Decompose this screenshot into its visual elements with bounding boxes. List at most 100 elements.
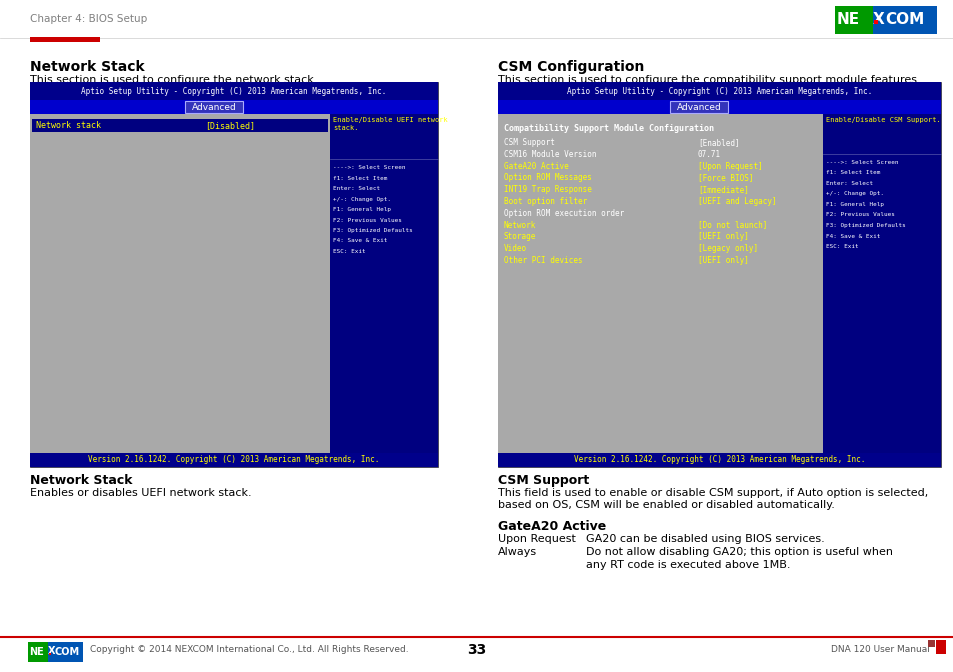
Text: Other PCI devices: Other PCI devices xyxy=(503,256,582,265)
Bar xyxy=(30,82,437,467)
Text: F1: General Help: F1: General Help xyxy=(333,207,391,212)
Text: COM: COM xyxy=(884,13,923,28)
Text: Version 2.16.1242. Copyright (C) 2013 American Megatrends, Inc.: Version 2.16.1242. Copyright (C) 2013 Am… xyxy=(89,456,379,464)
Bar xyxy=(935,640,945,654)
Text: 07.71: 07.71 xyxy=(698,150,720,159)
Text: Storage: Storage xyxy=(503,233,536,241)
Bar xyxy=(497,114,940,467)
Text: This section is used to configure the network stack.: This section is used to configure the ne… xyxy=(30,75,317,85)
Text: [Enabled]: [Enabled] xyxy=(698,138,739,147)
Text: CSM Support: CSM Support xyxy=(503,138,555,147)
Text: Enable/Disable CSM Support.: Enable/Disable CSM Support. xyxy=(825,117,940,123)
Text: GA20 can be disabled using BIOS services.: GA20 can be disabled using BIOS services… xyxy=(585,534,824,544)
Bar xyxy=(822,154,940,467)
Text: Network Stack: Network Stack xyxy=(30,474,132,487)
Bar xyxy=(30,37,100,42)
Text: NE: NE xyxy=(29,647,44,657)
Text: Aptio Setup Utility - Copyright (C) 2013 American Megatrends, Inc.: Aptio Setup Utility - Copyright (C) 2013… xyxy=(81,87,386,95)
Bar xyxy=(669,101,727,113)
Bar xyxy=(497,453,940,467)
Bar xyxy=(30,100,437,114)
Text: X: X xyxy=(48,646,55,657)
Text: 33: 33 xyxy=(467,643,486,657)
Bar xyxy=(185,101,243,113)
Text: ESC: Exit: ESC: Exit xyxy=(825,244,858,249)
Text: F3: Optimized Defaults: F3: Optimized Defaults xyxy=(825,223,904,228)
Text: COM: COM xyxy=(55,647,80,657)
Bar xyxy=(32,119,328,132)
Text: Network Stack: Network Stack xyxy=(30,60,145,74)
Text: Upon Request: Upon Request xyxy=(497,534,576,544)
Text: [Upon Request]: [Upon Request] xyxy=(698,161,762,171)
Text: Enables or disables UEFI network stack.: Enables or disables UEFI network stack. xyxy=(30,488,252,498)
Text: f1: Select Item: f1: Select Item xyxy=(333,175,387,181)
Bar xyxy=(49,653,51,655)
Text: X: X xyxy=(872,11,883,26)
Bar xyxy=(28,642,83,662)
Text: Enable/Disable UEFI network
stack.: Enable/Disable UEFI network stack. xyxy=(333,117,447,131)
Text: CSM Configuration: CSM Configuration xyxy=(497,60,643,74)
Bar xyxy=(497,100,940,114)
Text: CSM16 Module Version: CSM16 Module Version xyxy=(503,150,596,159)
Text: Enter: Select: Enter: Select xyxy=(333,186,379,191)
Bar xyxy=(30,82,437,100)
Text: This field is used to enable or disable CSM support, if Auto option is selected,: This field is used to enable or disable … xyxy=(497,488,927,498)
Text: [Disabled]: [Disabled] xyxy=(205,121,254,130)
Text: INT19 Trap Response: INT19 Trap Response xyxy=(503,185,591,194)
Text: Compatibility Support Module Configuration: Compatibility Support Module Configurati… xyxy=(503,124,713,133)
Bar xyxy=(30,114,437,467)
Text: This section is used to configure the compatibility support module features.: This section is used to configure the co… xyxy=(497,75,920,85)
Text: Enter: Select: Enter: Select xyxy=(825,181,872,186)
Text: [Immediate]: [Immediate] xyxy=(698,185,748,194)
Text: any RT code is executed above 1MB.: any RT code is executed above 1MB. xyxy=(585,560,790,570)
Text: +/-: Change Opt.: +/-: Change Opt. xyxy=(825,192,883,196)
Text: Option ROM Messages: Option ROM Messages xyxy=(503,173,591,182)
Text: Video: Video xyxy=(503,244,527,253)
Text: Boot option filter: Boot option filter xyxy=(503,197,587,206)
Text: [Legacy only]: [Legacy only] xyxy=(698,244,758,253)
Text: based on OS, CSM will be enabled or disabled automatically.: based on OS, CSM will be enabled or disa… xyxy=(497,500,834,510)
Text: +/-: Change Opt.: +/-: Change Opt. xyxy=(333,196,391,202)
Text: Network: Network xyxy=(503,220,536,230)
Text: Always: Always xyxy=(497,547,537,557)
Text: DNA 120 User Manual: DNA 120 User Manual xyxy=(830,646,929,655)
Text: F2: Previous Values: F2: Previous Values xyxy=(825,212,894,218)
Text: [UEFI only]: [UEFI only] xyxy=(698,233,748,241)
Text: F3: Optimized Defaults: F3: Optimized Defaults xyxy=(333,228,413,233)
Text: NE: NE xyxy=(836,13,860,28)
Text: F4: Save & Exit: F4: Save & Exit xyxy=(825,233,880,239)
Bar xyxy=(873,20,877,24)
Bar xyxy=(28,642,48,662)
Text: ---->: Select Screen: ---->: Select Screen xyxy=(825,160,898,165)
Text: Copyright © 2014 NEXCOM International Co., Ltd. All Rights Reserved.: Copyright © 2014 NEXCOM International Co… xyxy=(90,646,408,655)
Bar xyxy=(497,82,940,467)
Text: F2: Previous Values: F2: Previous Values xyxy=(333,218,401,222)
Text: Version 2.16.1242. Copyright (C) 2013 American Megatrends, Inc.: Version 2.16.1242. Copyright (C) 2013 Am… xyxy=(573,456,864,464)
Text: GateA20 Active: GateA20 Active xyxy=(503,161,568,171)
Text: F1: General Help: F1: General Help xyxy=(825,202,883,207)
Text: Option ROM execution order: Option ROM execution order xyxy=(503,209,623,218)
Text: F4: Save & Exit: F4: Save & Exit xyxy=(333,239,387,243)
Text: [Force BIOS]: [Force BIOS] xyxy=(698,173,753,182)
Text: [UEFI only]: [UEFI only] xyxy=(698,256,748,265)
Text: ESC: Exit: ESC: Exit xyxy=(333,249,365,254)
Bar xyxy=(497,82,940,100)
Bar xyxy=(834,6,936,34)
Text: [Do not launch]: [Do not launch] xyxy=(698,220,766,230)
Bar xyxy=(834,6,872,34)
Text: Advanced: Advanced xyxy=(676,103,720,112)
Bar xyxy=(822,114,940,154)
Text: Do not allow disabling GA20; this option is useful when: Do not allow disabling GA20; this option… xyxy=(585,547,892,557)
Text: Chapter 4: BIOS Setup: Chapter 4: BIOS Setup xyxy=(30,14,147,24)
Bar xyxy=(330,159,437,467)
Text: ---->: Select Screen: ---->: Select Screen xyxy=(333,165,405,170)
Text: Advanced: Advanced xyxy=(192,103,236,112)
Bar xyxy=(30,453,437,467)
Text: f1: Select Item: f1: Select Item xyxy=(825,171,880,175)
Text: [UEFI and Legacy]: [UEFI and Legacy] xyxy=(698,197,776,206)
Text: Network stack: Network stack xyxy=(36,121,101,130)
Text: CSM Support: CSM Support xyxy=(497,474,589,487)
Text: GateA20 Active: GateA20 Active xyxy=(497,520,605,533)
Bar xyxy=(927,640,934,647)
Text: Aptio Setup Utility - Copyright (C) 2013 American Megatrends, Inc.: Aptio Setup Utility - Copyright (C) 2013… xyxy=(566,87,871,95)
